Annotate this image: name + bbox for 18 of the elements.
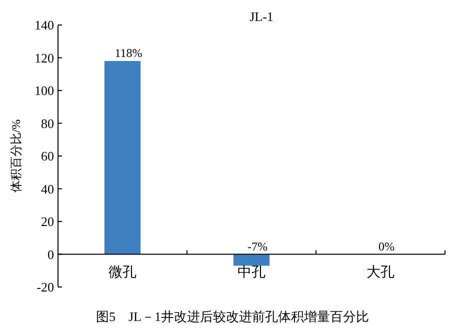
y-tick-label: 40 <box>41 181 54 196</box>
data-label: 118% <box>114 46 142 60</box>
y-tick-label: 0 <box>48 246 54 262</box>
y-tick-label: 120 <box>34 50 54 66</box>
data-label: -7% <box>248 239 268 254</box>
chart-title: JL-1 <box>250 9 274 24</box>
y-tick-label: 100 <box>34 83 54 98</box>
y-tick-label: -20 <box>36 280 54 295</box>
x-tick-label: 中孔 <box>238 264 266 280</box>
y-tick-label: 20 <box>41 214 54 230</box>
caption: 图5 JL－1井改进后较改进前孔体积增量百分比 <box>96 309 369 324</box>
y-tick-label: 80 <box>41 116 54 131</box>
x-tick-label: 大孔 <box>366 264 394 280</box>
y-tick-label: 140 <box>34 18 54 33</box>
y-axis-title: 体积百分比/% <box>9 119 23 193</box>
data-label: 0% <box>378 239 394 254</box>
x-tick-label: 微孔 <box>108 264 136 280</box>
y-tick-label: 60 <box>41 148 54 164</box>
